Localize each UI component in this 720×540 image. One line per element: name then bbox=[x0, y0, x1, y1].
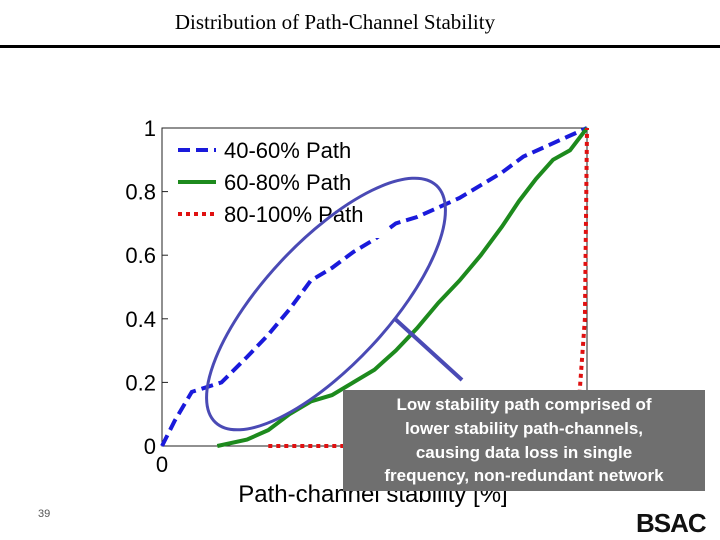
title-divider bbox=[0, 45, 720, 48]
y-tick-label: 0.2 bbox=[125, 370, 156, 395]
bsac-logo: BSAC bbox=[636, 508, 707, 538]
callout-line-1: Low stability path comprised of bbox=[396, 394, 652, 414]
callout-line-4: frequency, non-redundant network bbox=[384, 466, 664, 486]
x-axis-ticks: 0 bbox=[156, 452, 168, 477]
callout-box: Low stability path comprised of lower st… bbox=[343, 390, 705, 491]
y-tick-label: 0 bbox=[144, 434, 156, 459]
callout-line-2: lower stability path-channels, bbox=[404, 418, 644, 438]
y-tick-label: 0.4 bbox=[125, 307, 156, 332]
slide-title: Distribution of Path-Channel Stability bbox=[174, 10, 496, 34]
slide-number: 39 bbox=[38, 508, 51, 520]
legend-label-1: 40-60% Path bbox=[224, 138, 351, 163]
callout-pointer bbox=[392, 316, 464, 382]
y-axis-ticks: 0 0.2 0.4 0.6 0.8 1 bbox=[125, 116, 168, 459]
y-tick-label: 0.8 bbox=[125, 180, 156, 205]
callout-line-3: causing data loss in single bbox=[415, 442, 633, 462]
x-tick-label: 0 bbox=[156, 452, 168, 477]
legend-label-2: 60-80% Path bbox=[224, 170, 351, 195]
y-tick-label: 0.6 bbox=[125, 243, 156, 268]
legend-label-3: 80-100% Path bbox=[224, 202, 363, 227]
highlight-ellipse bbox=[205, 176, 447, 432]
y-tick-label: 1 bbox=[144, 116, 156, 141]
legend: 40-60% Path 60-80% Path 80-100% Path bbox=[170, 134, 388, 238]
